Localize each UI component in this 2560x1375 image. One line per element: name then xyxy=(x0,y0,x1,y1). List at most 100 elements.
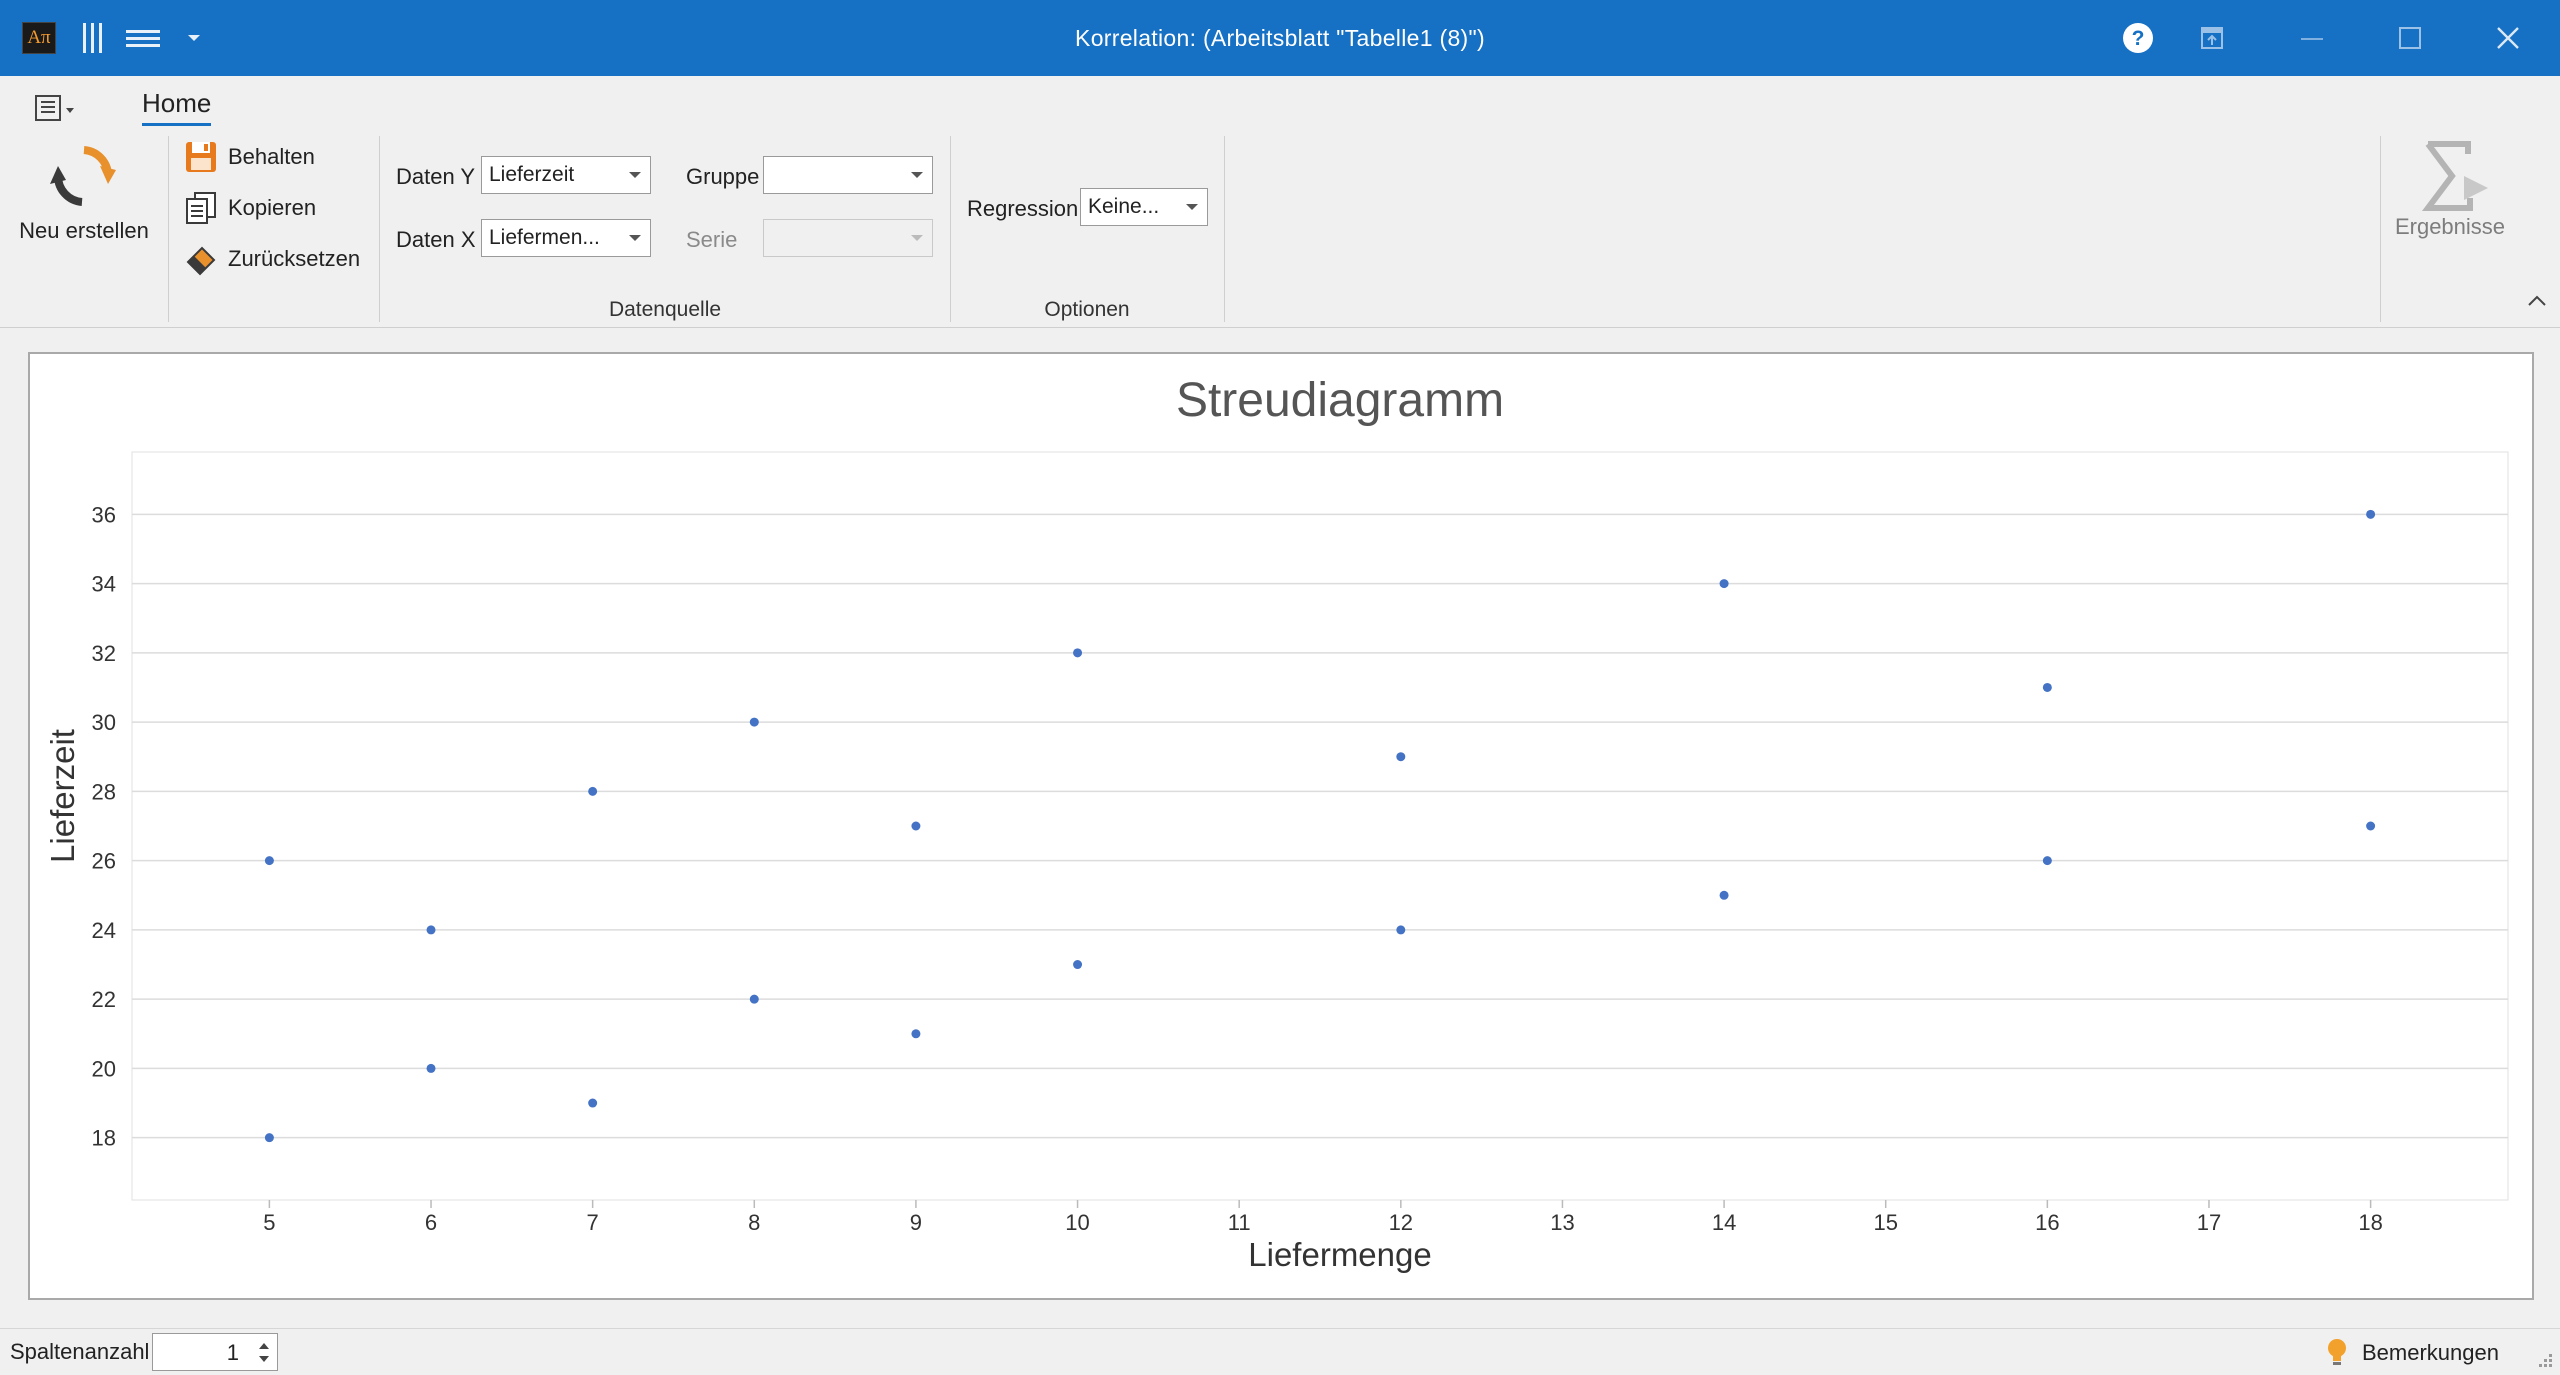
data-point xyxy=(911,1029,921,1039)
copy-button-label: Kopieren xyxy=(228,195,317,220)
spin-down-icon[interactable] xyxy=(259,1356,269,1362)
data-point xyxy=(264,856,274,866)
x-tick-label: 16 xyxy=(2035,1210,2059,1235)
data-point xyxy=(911,821,921,831)
spin-up-icon[interactable] xyxy=(259,1343,269,1349)
series-select xyxy=(763,219,933,257)
regression-select[interactable]: Keine... xyxy=(1080,188,1208,226)
app-logo[interactable]: Aπ xyxy=(22,22,56,54)
columns-icon[interactable] xyxy=(80,18,104,58)
data-point xyxy=(2042,682,2052,692)
file-menu-icon[interactable] xyxy=(34,92,80,126)
remarks-button[interactable]: Bemerkungen xyxy=(2326,1337,2499,1369)
data-y-value: Lieferzeit xyxy=(489,163,575,186)
data-x-label: Daten X xyxy=(396,227,476,252)
minimize-button[interactable] xyxy=(2282,12,2342,64)
group-label: Gruppe xyxy=(686,164,760,189)
close-button[interactable] xyxy=(2478,12,2538,64)
y-tick-label: 32 xyxy=(92,641,116,666)
keep-button-label: Behalten xyxy=(228,144,315,169)
scatter-chart: 5 6 7 8 9 10 11 12 13 14 15 16 17 18 18 20 22 24 26 28 30 32… xyxy=(44,374,2509,1273)
y-tick-label: 34 xyxy=(92,572,116,597)
minimize-icon xyxy=(2301,38,2323,40)
datasource-caption: Datenquelle xyxy=(608,298,722,321)
eraser-icon xyxy=(186,246,216,276)
regression-label: Regression xyxy=(967,196,1079,221)
y-tick-label: 30 xyxy=(92,710,116,735)
chart-title: Streudiagramm xyxy=(1176,374,1504,427)
y-tick-label: 24 xyxy=(92,918,116,943)
title-bar: Aπ Korrelation: (Arbeitsblatt "Tabelle1 … xyxy=(0,0,2560,76)
chevron-down-icon xyxy=(1186,204,1198,210)
chevron-down-icon xyxy=(629,172,641,178)
collapse-ribbon-icon[interactable] xyxy=(2526,290,2548,312)
help-icon: ? xyxy=(2123,23,2153,53)
data-point xyxy=(588,1098,598,1108)
keep-button[interactable]: Behalten xyxy=(184,140,315,174)
chevron-down-icon xyxy=(911,172,923,178)
columns-spinner[interactable]: 1 xyxy=(152,1333,278,1371)
x-tick-label: 7 xyxy=(587,1210,599,1235)
x-axis-title: Liefermenge xyxy=(1248,1236,1431,1273)
data-point xyxy=(1719,890,1729,900)
x-tick-label: 17 xyxy=(2197,1210,2221,1235)
copy-button[interactable]: Kopieren xyxy=(184,191,316,225)
series-label: Serie xyxy=(686,227,738,252)
maximize-button[interactable] xyxy=(2380,12,2440,64)
help-button[interactable]: ? xyxy=(2108,12,2168,64)
y-tick-label: 28 xyxy=(92,779,116,804)
chart-panel: 5 6 7 8 9 10 11 12 13 14 15 16 17 18 18 20 22 24 26 28 30 32… xyxy=(28,352,2534,1300)
close-icon xyxy=(2497,27,2519,49)
data-point xyxy=(2366,509,2376,519)
data-point xyxy=(2366,821,2376,831)
x-tick-label: 9 xyxy=(910,1210,922,1235)
x-tick-label: 12 xyxy=(1389,1210,1413,1235)
x-tick-label: 6 xyxy=(425,1210,437,1235)
x-tick-label: 8 xyxy=(748,1210,760,1235)
plot-area xyxy=(131,451,2509,1201)
tab-home[interactable]: Home xyxy=(142,88,212,126)
ribbon-separator xyxy=(950,136,951,322)
results-button-label: Ergebnisse xyxy=(2394,214,2506,239)
data-y-select[interactable]: Lieferzeit xyxy=(481,156,651,194)
data-point xyxy=(749,717,759,727)
reset-button[interactable]: Zurücksetzen xyxy=(184,242,360,276)
ribbon-separator xyxy=(168,136,169,322)
data-point xyxy=(1073,648,1083,658)
remarks-label: Bemerkungen xyxy=(2362,1340,2499,1365)
resize-grip-icon[interactable] xyxy=(2534,1351,2554,1371)
data-point xyxy=(749,994,759,1004)
chevron-down-icon xyxy=(629,235,641,241)
new-button[interactable]: Neu erstellen xyxy=(6,140,162,260)
y-tick-label: 18 xyxy=(92,1126,116,1151)
x-tick-label: 13 xyxy=(1550,1210,1574,1235)
data-x-select[interactable]: Liefermen... xyxy=(481,219,651,257)
refresh-icon xyxy=(50,146,116,206)
data-point xyxy=(426,1063,436,1073)
data-point xyxy=(1396,925,1406,935)
x-tick-label: 15 xyxy=(1873,1210,1897,1235)
quick-access-dropdown-icon[interactable] xyxy=(184,18,204,58)
window-title: Korrelation: (Arbeitsblatt "Tabelle1 (8)… xyxy=(1075,25,1485,51)
data-point xyxy=(588,786,598,796)
x-tick-label: 10 xyxy=(1065,1210,1089,1235)
data-point xyxy=(2042,856,2052,866)
group-select[interactable] xyxy=(763,156,933,194)
status-bar: Spaltenanzahl 1 Bemerkungen xyxy=(0,1328,2560,1375)
data-y-label: Daten Y xyxy=(396,164,476,189)
x-tick-label: 14 xyxy=(1712,1210,1736,1235)
lightbulb-icon xyxy=(2328,1339,2346,1365)
y-tick-label: 22 xyxy=(92,987,116,1012)
ribbon: Home Neu erstellen Behalten Kopieren xyxy=(0,76,2560,328)
copy-icon xyxy=(186,192,216,224)
maximize-icon xyxy=(2399,27,2421,49)
x-tick-label: 11 xyxy=(1228,1210,1251,1235)
reset-button-label: Zurücksetzen xyxy=(228,246,361,271)
restore-layout-button[interactable] xyxy=(2182,12,2242,64)
columns-value: 1 xyxy=(226,1340,239,1365)
options-caption: Optionen xyxy=(1044,298,1130,321)
hamburger-menu-icon[interactable] xyxy=(124,18,164,58)
ribbon-separator xyxy=(1224,136,1225,322)
data-point xyxy=(1719,579,1729,589)
y-tick-label: 26 xyxy=(92,849,116,874)
